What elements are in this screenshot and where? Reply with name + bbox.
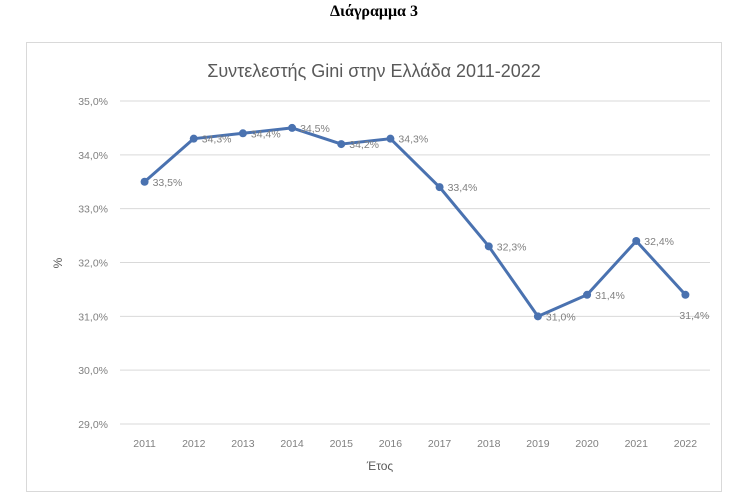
data-point xyxy=(140,177,149,186)
gridlines xyxy=(120,100,710,425)
x-tick-label: 2011 xyxy=(133,438,156,450)
data-point xyxy=(681,290,690,299)
data-points xyxy=(140,123,690,321)
x-tick-label: 2012 xyxy=(182,438,206,450)
data-label: 34,4% xyxy=(251,128,281,140)
data-point xyxy=(533,312,542,321)
x-tick-label: 2017 xyxy=(428,438,452,450)
data-point xyxy=(435,183,444,192)
data-point xyxy=(583,290,592,299)
y-tick-label: 29,0% xyxy=(78,419,108,431)
chart-title: Συντελεστής Gini στην Ελλάδα 2011-2022 xyxy=(207,61,541,81)
y-tick-label: 31,0% xyxy=(78,311,108,323)
y-tick-label: 34,0% xyxy=(78,150,108,162)
x-tick-label: 2022 xyxy=(674,438,698,450)
document-heading: Διάγραμμα 3 xyxy=(330,3,418,20)
series-gini xyxy=(143,126,687,318)
data-point xyxy=(288,123,297,132)
y-axis-label: % xyxy=(51,257,65,268)
data-label: 33,5% xyxy=(153,177,183,189)
data-point xyxy=(337,140,346,149)
x-tick-label: 2013 xyxy=(231,438,255,450)
data-label: 32,3% xyxy=(497,241,527,253)
y-tick-label: 33,0% xyxy=(78,204,108,216)
y-tick-label: 30,0% xyxy=(78,365,108,377)
series-line xyxy=(143,126,687,318)
y-axis-ticks: 29,0% 30,0% 31,0% 32,0% 33,0% 34,0% 35,0% xyxy=(78,96,108,431)
data-label: 31,4% xyxy=(595,290,625,302)
x-tick-label: 2021 xyxy=(625,438,649,450)
data-point xyxy=(484,242,493,251)
data-label: 34,3% xyxy=(398,134,428,146)
y-tick-label: 32,0% xyxy=(78,258,108,270)
data-label: 34,3% xyxy=(202,134,232,146)
chart-frame xyxy=(26,42,722,492)
data-label: 32,4% xyxy=(644,236,674,248)
data-label: 31,4% xyxy=(679,310,709,322)
x-tick-label: 2019 xyxy=(526,438,550,450)
x-tick-label: 2018 xyxy=(477,438,501,450)
data-point xyxy=(189,134,198,143)
x-axis-label: Έτος xyxy=(366,459,394,473)
x-axis-ticks: 2011 2012 2013 2014 2015 2016 2017 2018 2019 2020… xyxy=(133,438,697,450)
x-tick-label: 2014 xyxy=(280,438,304,450)
x-tick-label: 2015 xyxy=(330,438,354,450)
data-point xyxy=(238,129,247,138)
x-tick-label: 2020 xyxy=(575,438,599,450)
data-point xyxy=(632,236,641,245)
data-label: 34,5% xyxy=(300,123,330,135)
data-label: 31,0% xyxy=(546,311,576,323)
y-tick-label: 35,0% xyxy=(78,96,108,108)
data-point xyxy=(386,134,395,143)
data-labels: 33,5% 34,3% 34,4% 34,5% 34,2% 34,3% 33,4% 32,3%… xyxy=(153,123,710,323)
x-tick-label: 2016 xyxy=(379,438,403,450)
data-label: 34,2% xyxy=(349,139,379,151)
data-label: 33,4% xyxy=(448,182,478,194)
